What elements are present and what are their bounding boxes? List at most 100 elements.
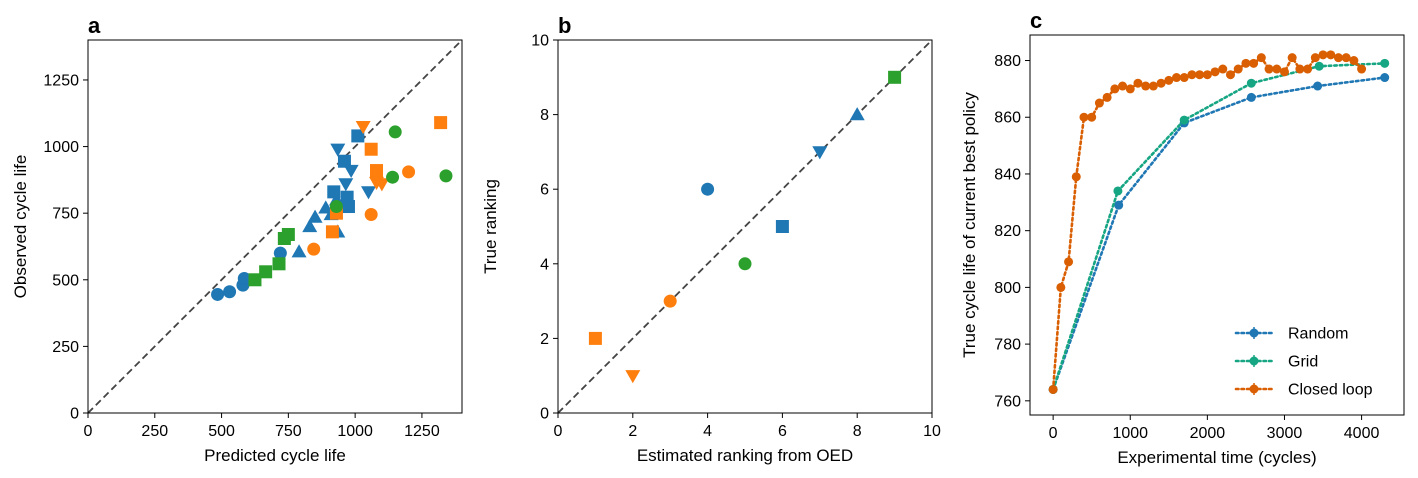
data-point	[211, 287, 225, 301]
data-point	[388, 125, 402, 139]
y-tick-label: 780	[994, 337, 1021, 354]
series-point	[1102, 92, 1112, 102]
series-point	[1241, 58, 1251, 68]
data-point	[370, 164, 384, 178]
series-point	[1218, 64, 1228, 74]
data-point	[402, 165, 416, 179]
data-point	[259, 265, 273, 279]
series-point	[1256, 53, 1266, 63]
x-tick-label: 2000	[1190, 425, 1226, 442]
x-tick-label: 2	[628, 423, 637, 440]
series-point	[1071, 172, 1081, 182]
data-point	[849, 107, 865, 121]
data-point	[663, 294, 677, 308]
data-point	[272, 257, 286, 271]
y-tick-label: 10	[531, 33, 549, 50]
series-line	[1051, 76, 1387, 391]
data-point	[888, 70, 902, 84]
series-point	[1156, 78, 1166, 88]
y-tick-label: 250	[52, 339, 79, 356]
series-point	[1164, 75, 1174, 85]
series-point	[1172, 73, 1182, 83]
series-point	[1048, 384, 1058, 394]
legend-marker	[1249, 356, 1259, 366]
series-point	[1133, 78, 1143, 88]
y-tick-label: 500	[52, 272, 79, 289]
legend-marker	[1249, 384, 1259, 394]
x-tick-label: 1250	[404, 423, 440, 440]
y-axis-label: Observed cycle life	[11, 155, 30, 299]
data-point	[374, 178, 390, 192]
x-tick-label: 0	[554, 423, 563, 440]
series-point	[1303, 64, 1313, 74]
x-tick-label: 250	[141, 423, 168, 440]
diagonal-reference-line	[87, 39, 463, 414]
y-tick-label: 6	[540, 182, 549, 199]
series-point	[1380, 58, 1390, 68]
legend-entry: Closed loop	[1234, 382, 1373, 399]
data-point	[237, 271, 251, 285]
x-tick-label: 10	[923, 423, 941, 440]
data-point	[434, 116, 448, 130]
data-point	[355, 120, 371, 135]
series-point	[1272, 64, 1282, 74]
data-point	[302, 219, 318, 233]
y-tick-label: 750	[52, 206, 79, 223]
series-point	[1349, 56, 1359, 66]
panel-label: c	[1030, 8, 1042, 33]
series-line	[1051, 62, 1387, 391]
series-point	[1079, 112, 1089, 122]
y-tick-label: 800	[994, 280, 1021, 297]
data-point	[327, 185, 341, 199]
series-point	[1113, 186, 1123, 196]
series-point	[1087, 112, 1097, 122]
panel-label: a	[88, 13, 101, 38]
y-tick-label: 2	[540, 331, 549, 348]
legend-label: Closed loop	[1288, 382, 1373, 399]
data-point	[701, 182, 715, 196]
data-point	[364, 208, 378, 222]
series-point	[1187, 70, 1197, 80]
series-point	[1380, 73, 1390, 83]
x-tick-label: 500	[208, 423, 235, 440]
data-point	[248, 273, 262, 287]
data-point	[625, 370, 641, 384]
data-point	[361, 186, 376, 200]
series-point	[1202, 70, 1212, 80]
series-point	[1233, 64, 1243, 74]
y-tick-label: 8	[540, 107, 549, 124]
series-point	[1141, 81, 1151, 91]
series-point	[1279, 67, 1289, 77]
data-point	[307, 209, 323, 223]
x-axis-label: Predicted cycle life	[204, 446, 346, 465]
x-tick-label: 0	[84, 423, 93, 440]
series-point	[1310, 53, 1320, 63]
series-point	[1246, 92, 1256, 102]
x-tick-label: 4	[703, 423, 712, 440]
legend-entry: Random	[1234, 326, 1348, 343]
data-point	[273, 246, 287, 260]
data-point	[223, 285, 237, 299]
panel-a-scatter: 0 250 500 750 1000 1250 0 250 500 750 1000 1250 Pred…	[11, 13, 463, 465]
data-point	[281, 227, 295, 241]
x-tick-label: 3000	[1267, 425, 1303, 442]
series-point	[1326, 50, 1336, 60]
x-axis-label: Experimental time (cycles)	[1117, 448, 1316, 467]
series-point	[1056, 282, 1066, 292]
x-tick-label: 1000	[337, 423, 373, 440]
series-point	[1318, 50, 1328, 60]
legend-entry: Grid	[1234, 354, 1318, 371]
series-point	[1264, 64, 1274, 74]
series-point	[1225, 70, 1235, 80]
y-tick-label: 840	[994, 166, 1021, 183]
y-tick-label: 820	[994, 223, 1021, 240]
x-tick-label: 0	[1049, 425, 1058, 442]
data-point	[330, 143, 346, 157]
data-point	[343, 164, 359, 179]
x-tick-label: 8	[853, 423, 862, 440]
y-tick-label: 0	[70, 406, 79, 423]
legend-label: Grid	[1288, 354, 1318, 371]
data-point	[329, 200, 343, 214]
data-point	[337, 154, 351, 168]
